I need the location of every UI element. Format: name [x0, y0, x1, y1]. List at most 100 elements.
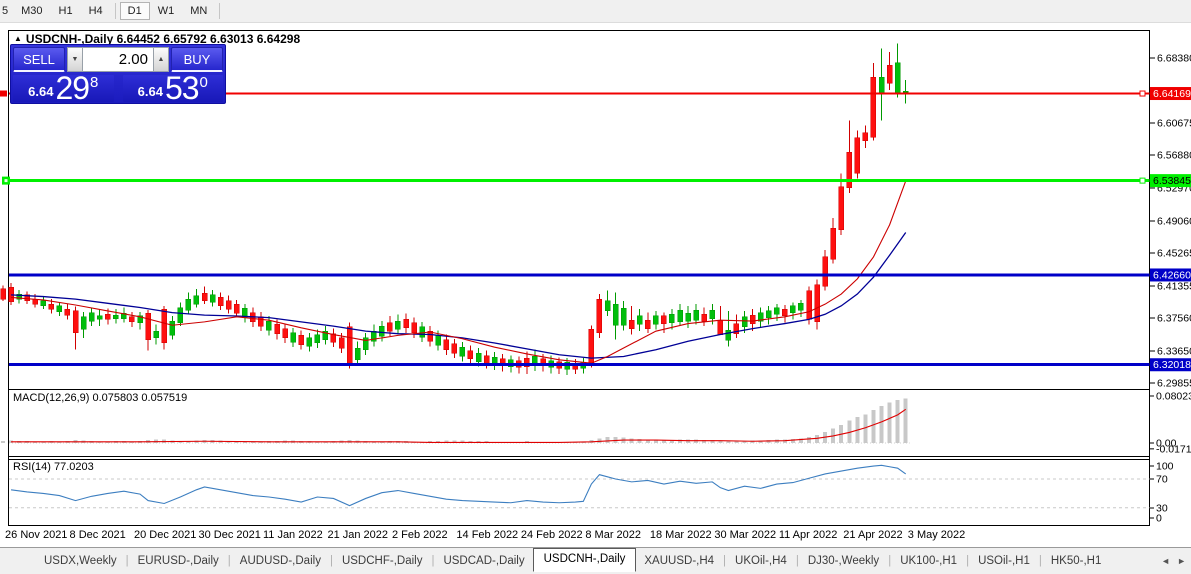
buy-button[interactable]: BUY	[171, 47, 223, 72]
bid-pip-digit: 8	[90, 74, 99, 91]
date-tick-label: 2 Feb 2022	[392, 529, 448, 541]
date-tick-label: 3 May 2022	[908, 529, 965, 541]
tab-separator: |	[1038, 555, 1042, 567]
tab-separator: |	[227, 555, 231, 567]
date-tick-label: 30 Mar 2022	[714, 529, 776, 541]
tab-separator: |	[888, 555, 892, 567]
volume-spinner: ▼ 2.00 ▲	[67, 47, 169, 72]
axis-tick-label: 6.49060	[1157, 215, 1191, 227]
bid-prefix: 6.64	[28, 84, 54, 99]
chart-tab-dj30-weekly[interactable]: DJ30-,Weekly	[807, 555, 880, 567]
timeframe-button-h4[interactable]: H4	[88, 5, 103, 17]
axis-tick-label: 0.00	[1156, 438, 1177, 450]
chart-tab-usdcad-daily[interactable]: USDCAD-,Daily	[443, 555, 525, 567]
axis-tick-label: 0.08023	[1156, 390, 1191, 402]
chart-title-text: USDCNH-,Daily 6.64452 6.65792 6.63013 6.…	[25, 32, 301, 46]
tab-separator: |	[125, 555, 129, 567]
date-tick-label: 11 Apr 2022	[779, 529, 838, 541]
date-tick-label: 18 Mar 2022	[650, 529, 712, 541]
axis-tick-label: 6.60675	[1157, 117, 1191, 129]
axis-tick-label: 6.41355	[1157, 280, 1191, 292]
date-tick-label: 26 Nov 2021	[5, 529, 67, 541]
one-click-trading-panel: SELL ▼ 2.00 ▲ BUY 6.64 29 8 6.64 53 0	[10, 44, 226, 104]
timeframe-button-m30[interactable]: M30	[21, 5, 43, 17]
chart-tab-usdchf-daily[interactable]: USDCHF-,Daily	[341, 555, 423, 567]
chart-tab-ukoil-h4[interactable]: UKOil-,H4	[735, 555, 787, 567]
axis-tick-label: 6.33650	[1157, 345, 1191, 357]
chart-tab-usdx-weekly[interactable]: USDX,Weekly	[44, 555, 117, 567]
chart-tab-xauusd-h4[interactable]: XAUUSD-,H4	[644, 555, 715, 567]
timeframe-toolbar: 5 M30 H1 H4 D1 W1 MN	[0, 0, 1191, 23]
chart-title: ▲ USDCNH-,Daily 6.64452 6.65792 6.63013 6…	[14, 32, 300, 46]
timeframe-button-5[interactable]: 5	[2, 5, 9, 17]
tab-separator: |	[795, 555, 799, 567]
timeframe-button-h1[interactable]: H1	[58, 5, 73, 17]
ask-prefix: 6.64	[137, 84, 163, 99]
tab-separator: |	[723, 555, 727, 567]
chart-tab-uk100-h1[interactable]: UK100-,H1	[900, 555, 958, 567]
ma-fast-line	[11, 180, 907, 364]
ask-main-digits: 53	[164, 70, 200, 106]
tab-separator: |	[329, 555, 333, 567]
ask-price[interactable]: 6.64 53 0	[122, 70, 223, 106]
level-handle[interactable]	[0, 90, 7, 97]
level-handle[interactable]	[1139, 177, 1146, 184]
date-tick-label: 24 Feb 2022	[521, 529, 583, 541]
rsi-indicator-label: RSI(14) 77.0203	[13, 461, 94, 473]
macd-signal-line	[11, 408, 907, 443]
date-tick-label: 11 Jan 2022	[263, 529, 323, 541]
date-tick-label: 8 Dec 2021	[70, 529, 126, 541]
triangle-up-icon: ▲	[157, 56, 165, 63]
timeframe-button-mn[interactable]: MN	[190, 5, 208, 17]
chart-tab-audusd-daily[interactable]: AUDUSD-,Daily	[239, 555, 321, 567]
date-tick-label: 8 Mar 2022	[585, 529, 641, 541]
axis-tick-label: 6.56880	[1157, 150, 1191, 162]
chart-tab-usdcnh-daily[interactable]: USDCNH-,Daily	[532, 547, 637, 572]
chart-tab-eurusd-daily[interactable]: EURUSD-,Daily	[137, 555, 219, 567]
level-price-badge	[1150, 268, 1191, 282]
chart-tab-hk50-h1[interactable]: HK50-,H1	[1050, 555, 1102, 567]
tab-separator: |	[966, 555, 970, 567]
tab-separator: |	[431, 555, 435, 567]
tab-scroll-nav: ◄ ►	[1161, 556, 1191, 566]
tab-scroll-right-icon[interactable]: ►	[1177, 556, 1186, 566]
level-price-label: 6.42660	[1153, 269, 1191, 281]
date-tick-label: 14 Feb 2022	[456, 529, 518, 541]
volume-decrease-button[interactable]: ▼	[67, 47, 83, 72]
chart-tab-bar: USDX,Weekly | EURUSD-,Daily | AUDUSD-,Daily |…	[0, 547, 1191, 574]
axis-tick-label: -0.017168	[1156, 443, 1191, 455]
axis-tick-label: 6.45265	[1157, 247, 1191, 259]
sell-button[interactable]: SELL	[13, 47, 65, 72]
timeframe-button-d1[interactable]: D1	[119, 2, 150, 20]
level-price-badge	[1150, 87, 1191, 101]
bid-main-digits: 29	[55, 70, 90, 106]
date-tick-label: 21 Jan 2022	[327, 529, 388, 541]
volume-increase-button[interactable]: ▲	[153, 47, 169, 72]
timeframe-button-w1[interactable]: W1	[157, 5, 175, 17]
ask-pip-digit: 0	[199, 74, 208, 91]
macd-indicator-label: MACD(12,26,9) 0.075803 0.057519	[13, 392, 188, 404]
axis-tick-label: 0	[1156, 513, 1162, 525]
trade-panel-prices: 6.64 29 8 6.64 53 0	[13, 70, 223, 106]
level-handle[interactable]	[1139, 90, 1146, 97]
chart-tab-usoil-h1[interactable]: USOil-,H1	[978, 555, 1030, 567]
ma-slow-line	[11, 232, 907, 359]
volume-input[interactable]: 2.00	[83, 47, 153, 72]
bid-price[interactable]: 6.64 29 8	[13, 70, 114, 106]
toolbar-separator	[219, 3, 221, 19]
level-price-badge	[1150, 358, 1191, 372]
triangle-down-icon: ▼	[71, 56, 79, 63]
level-price-label: 6.64169	[1153, 88, 1191, 100]
level-price-label: 6.32018	[1153, 359, 1191, 371]
axis-tick-label: 6.37560	[1157, 312, 1191, 324]
rsi-line	[10, 464, 907, 507]
tab-scroll-left-icon[interactable]: ◄	[1161, 556, 1171, 566]
symbol-direction-icon: ▲	[14, 34, 22, 43]
level-price-label: 6.53845	[1153, 175, 1191, 187]
axis-tick-label: 6.29855	[1157, 377, 1191, 389]
axis-tick-label: 6.68380	[1157, 53, 1191, 65]
level-price-badge	[1150, 174, 1191, 188]
axis-tick-label: 100	[1156, 461, 1174, 473]
